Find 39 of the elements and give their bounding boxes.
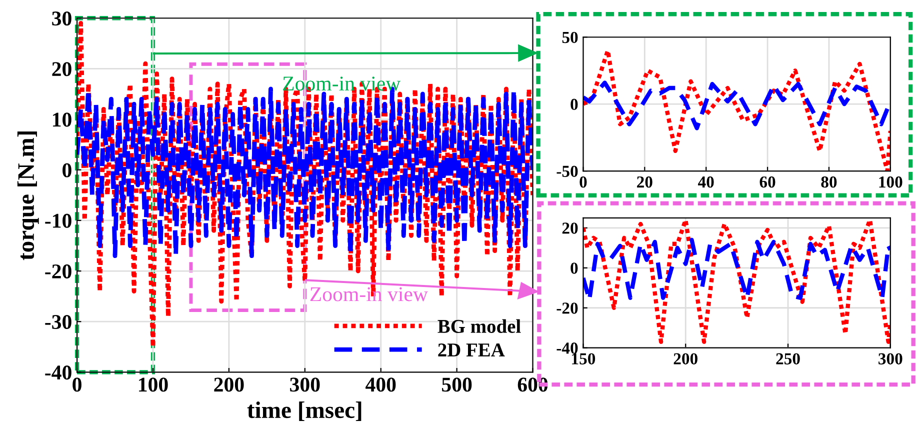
line-series	[583, 238, 890, 302]
x-tick-label: 200	[674, 353, 698, 364]
y-tick-label: -40	[45, 366, 72, 380]
y-tick-label: 20	[52, 62, 72, 76]
y-tick-label: -20	[556, 302, 578, 314]
x-tick-label: 100	[139, 378, 168, 392]
y-tick-label: 30	[52, 11, 72, 26]
x-tick-label: 150	[572, 353, 596, 364]
legend-label: 2D FEA	[438, 343, 505, 356]
line-series	[583, 80, 890, 130]
y-tick-label: -40	[556, 342, 578, 354]
x-tick-label: 500	[442, 378, 472, 392]
annotation: Zoom-in view	[310, 287, 428, 302]
x-tick-label: 60	[760, 176, 776, 188]
x-axis-title: time [msec]	[247, 401, 362, 422]
y-tick-label: -10	[45, 214, 72, 228]
annotation: Zoom-in view	[283, 76, 401, 91]
legend-label: BG model	[438, 319, 521, 333]
x-tick-label: 300	[878, 353, 902, 364]
x-tick-label: 80	[821, 176, 837, 188]
y-tick-label: 0	[570, 98, 578, 110]
x-tick-label: 100	[879, 176, 902, 188]
x-tick-label: 400	[366, 378, 396, 392]
x-tick-label: 20	[637, 176, 652, 188]
x-tick-label: 250	[776, 353, 800, 364]
y-tick-label: -50	[556, 166, 578, 177]
y-tick-label: 10	[53, 112, 72, 127]
x-tick-label: 40	[698, 176, 714, 188]
x-tick-label: 0	[580, 176, 587, 188]
y-tick-label: -30	[45, 314, 72, 330]
x-tick-label: 0	[72, 378, 82, 392]
y-tick-label: 50	[562, 32, 578, 44]
x-tick-label: 200	[214, 378, 244, 392]
y-axis-title: torque [N.m]	[17, 132, 39, 260]
x-tick-label: 300	[290, 378, 320, 392]
y-tick-label: 20	[562, 222, 578, 234]
y-tick-label: 0	[570, 262, 578, 274]
y-tick-label: 0	[62, 163, 72, 178]
y-tick-label: -20	[45, 264, 72, 278]
